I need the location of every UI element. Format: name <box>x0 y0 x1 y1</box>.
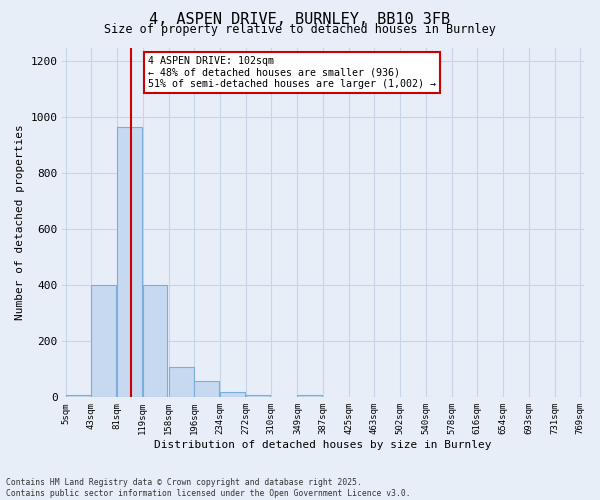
Text: Contains HM Land Registry data © Crown copyright and database right 2025.
Contai: Contains HM Land Registry data © Crown c… <box>6 478 410 498</box>
Bar <box>66 394 91 398</box>
X-axis label: Distribution of detached houses by size in Burnley: Distribution of detached houses by size … <box>154 440 492 450</box>
Bar <box>220 392 245 398</box>
Text: 4 ASPEN DRIVE: 102sqm
← 48% of detached houses are smaller (936)
51% of semi-det: 4 ASPEN DRIVE: 102sqm ← 48% of detached … <box>148 56 436 90</box>
Y-axis label: Number of detached properties: Number of detached properties <box>15 124 25 320</box>
Bar <box>245 394 271 398</box>
Text: Size of property relative to detached houses in Burnley: Size of property relative to detached ho… <box>104 22 496 36</box>
Bar <box>194 380 219 398</box>
Text: 4, ASPEN DRIVE, BURNLEY, BB10 3FB: 4, ASPEN DRIVE, BURNLEY, BB10 3FB <box>149 12 451 28</box>
Bar <box>143 286 167 398</box>
Bar <box>117 128 142 398</box>
Bar <box>91 286 116 398</box>
Bar <box>298 394 322 398</box>
Bar <box>169 366 194 398</box>
